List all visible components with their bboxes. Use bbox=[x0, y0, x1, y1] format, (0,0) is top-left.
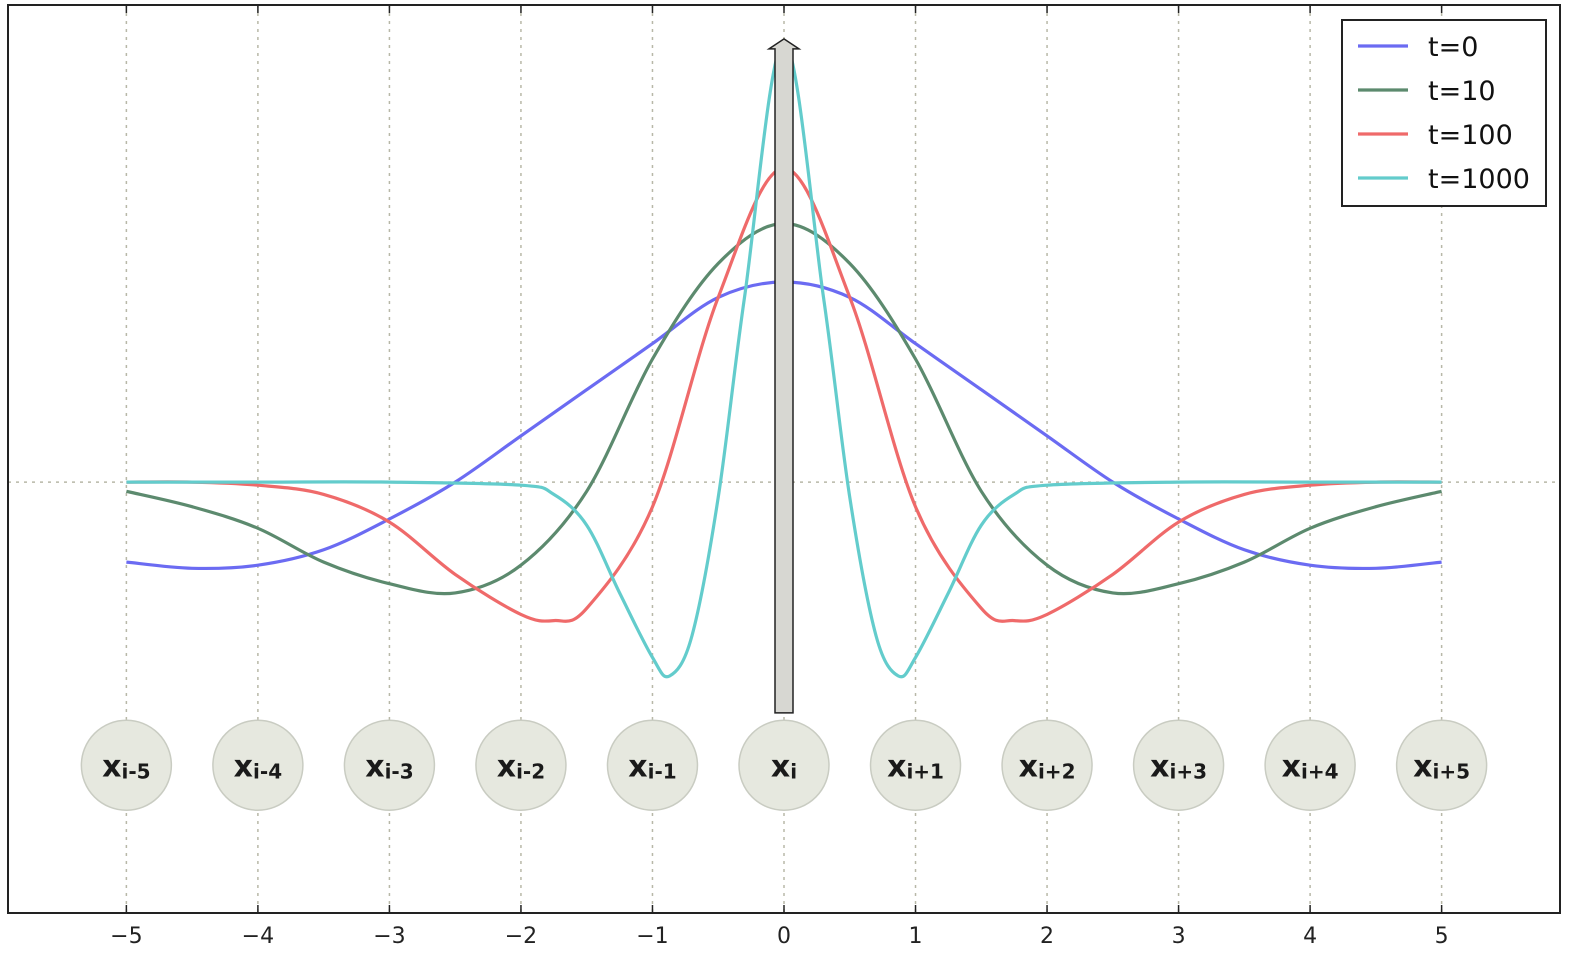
legend-label: t=1000 bbox=[1428, 164, 1530, 195]
node-i-3: xi-3 bbox=[343, 719, 436, 812]
node-label: xi bbox=[771, 749, 797, 784]
node-label: xi-1 bbox=[628, 749, 676, 784]
node-circle bbox=[80, 719, 173, 812]
node-label: xi-2 bbox=[497, 749, 545, 784]
legend-label: t=10 bbox=[1428, 76, 1496, 107]
node-circle bbox=[343, 719, 436, 812]
x-tick-label: 5 bbox=[1435, 924, 1449, 949]
node-label: xi+3 bbox=[1150, 749, 1207, 784]
node-label: xi-4 bbox=[234, 749, 282, 784]
node-i-2: xi-2 bbox=[475, 719, 567, 812]
x-tick-label: 3 bbox=[1172, 924, 1186, 949]
node-circle bbox=[606, 719, 699, 812]
x-tick-label: 2 bbox=[1040, 924, 1054, 949]
node-circle bbox=[475, 719, 567, 812]
legend: t=0 t=10 t=100 t=1000 bbox=[1341, 19, 1547, 207]
x-tick-label: −5 bbox=[110, 924, 142, 949]
legend-item: t=10 bbox=[1358, 76, 1496, 107]
node-label: xi+4 bbox=[1282, 749, 1339, 784]
x-tick-label: −1 bbox=[636, 924, 668, 949]
node-i-5: xi-5 bbox=[80, 719, 173, 812]
x-tick-label: −3 bbox=[373, 924, 405, 949]
node-i+1: xi+1 bbox=[869, 719, 962, 812]
x-tick-label: 1 bbox=[909, 924, 923, 949]
node-i: xi bbox=[738, 719, 830, 812]
legend-item: t=1000 bbox=[1358, 164, 1530, 195]
node-circle bbox=[738, 719, 830, 812]
node-circle bbox=[1395, 719, 1488, 812]
node-circle bbox=[1132, 719, 1225, 812]
node-label: xi-5 bbox=[102, 749, 150, 784]
node-i+2: xi+2 bbox=[1001, 719, 1093, 812]
legend-label: t=0 bbox=[1428, 32, 1478, 63]
node-label: xi+2 bbox=[1019, 749, 1076, 784]
arrow-layer bbox=[766, 37, 802, 714]
node-i+3: xi+3 bbox=[1132, 719, 1225, 812]
x-tick-label: −4 bbox=[242, 924, 274, 949]
node-label: xi+5 bbox=[1413, 749, 1470, 784]
node-i+4: xi+4 bbox=[1264, 719, 1356, 812]
x-tick-label: 0 bbox=[777, 924, 791, 949]
node-i-1: xi-1 bbox=[606, 719, 699, 812]
x-tick-label: 4 bbox=[1303, 924, 1317, 949]
x-tick-label: −2 bbox=[505, 924, 537, 949]
legend-item: t=100 bbox=[1358, 120, 1513, 151]
node-i+5: xi+5 bbox=[1395, 719, 1488, 812]
legend-item: t=0 bbox=[1358, 32, 1478, 63]
nodes-layer: xi-5 xi-4 xi-3 xi-2 xi-1 xi xi+1 xi+2 xi+3 xi+4 xi… bbox=[80, 719, 1488, 812]
node-circle bbox=[212, 719, 304, 812]
node-circle bbox=[869, 719, 962, 812]
node-label: xi+1 bbox=[887, 749, 944, 784]
legend-label: t=100 bbox=[1428, 120, 1513, 151]
arrow bbox=[766, 37, 802, 714]
node-circle bbox=[1001, 719, 1093, 812]
node-label: xi-3 bbox=[365, 749, 413, 784]
node-i-4: xi-4 bbox=[212, 719, 304, 812]
node-circle bbox=[1264, 719, 1356, 812]
legend-box bbox=[1341, 19, 1547, 207]
x-axis: −5 −4 −3 −2 −1 0 1 2 3 4 5 bbox=[110, 5, 1449, 949]
